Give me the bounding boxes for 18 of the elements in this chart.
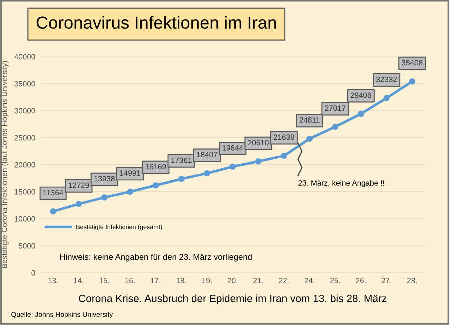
- point: [127, 188, 134, 196]
- point: [102, 194, 108, 201]
- point: [204, 170, 210, 177]
- point: [409, 78, 416, 85]
- point: [50, 208, 56, 215]
- point: [306, 136, 313, 142]
- chart-title: Coronavirus Infektionen im Iran: [36, 16, 276, 30]
- point: [76, 201, 82, 208]
- point: [152, 182, 160, 189]
- point: [358, 110, 364, 118]
- point: [230, 164, 236, 170]
- point: [281, 152, 288, 160]
- point: [384, 95, 390, 102]
- point: [178, 176, 185, 182]
- point: [332, 124, 339, 130]
- x-axis-title: Corona Krise. Ausbruch der Epidemie im Iran vom 13. bis 28. März: [79, 294, 387, 304]
- annotation: Hinweis: keine Angaben für den 23. März vorliegend: [60, 254, 252, 262]
- point: [255, 158, 262, 165]
